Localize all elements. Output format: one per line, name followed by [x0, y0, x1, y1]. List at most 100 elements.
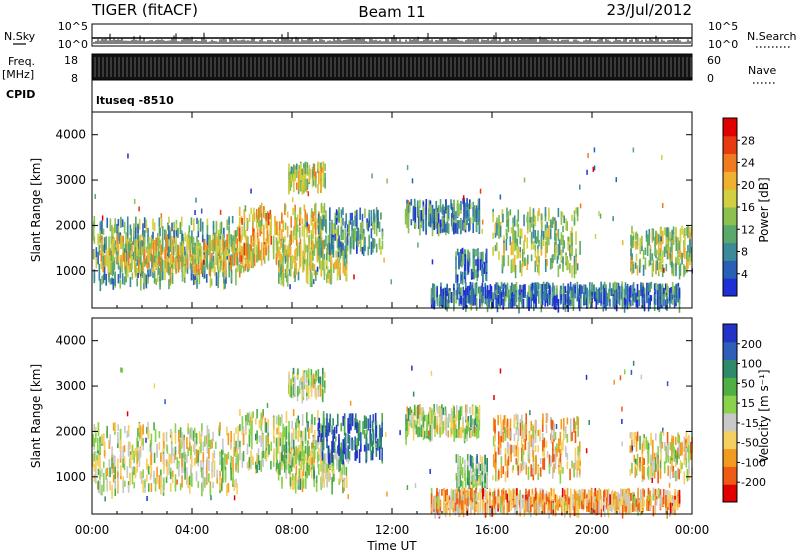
echo-mark [270, 441, 272, 452]
echo-mark [237, 248, 239, 254]
echo-mark [589, 289, 592, 299]
echo-mark [321, 478, 323, 488]
echo-mark [303, 246, 306, 260]
echo-mark [100, 256, 103, 268]
nave-label: Nave [748, 64, 776, 77]
echo-mark [334, 261, 336, 270]
echo-mark [442, 204, 444, 214]
echo-mark [212, 224, 215, 237]
echo-mark [614, 297, 616, 310]
echo-mark [288, 248, 291, 258]
echo-mark [289, 180, 292, 192]
echo-mark [339, 241, 342, 250]
echo-mark [486, 298, 489, 313]
echo-mark [131, 241, 134, 249]
echo-mark [371, 173, 373, 179]
echo-mark [679, 263, 682, 276]
echo-mark [160, 483, 162, 495]
echo-mark [523, 214, 525, 227]
echo-mark [686, 259, 688, 270]
echo-mark [157, 256, 160, 265]
echo-mark [302, 378, 305, 389]
echo-mark [362, 237, 365, 247]
echo-mark [134, 239, 137, 248]
echo-mark [476, 415, 478, 425]
echo-mark [181, 269, 184, 282]
echo-mark [321, 460, 323, 472]
echo-mark [530, 216, 533, 228]
echo-mark [344, 232, 347, 243]
echo-mark [592, 166, 595, 172]
echo-mark [502, 256, 504, 270]
echo-mark [228, 216, 230, 223]
echo-mark [148, 236, 150, 248]
echo-mark [342, 232, 344, 240]
echo-mark [330, 260, 333, 268]
echo-mark [426, 414, 428, 427]
echo-mark [121, 219, 124, 228]
echo-mark [263, 244, 266, 258]
echo-mark [474, 282, 477, 294]
echo-mark [675, 228, 677, 242]
echo-mark [216, 469, 219, 479]
echo-mark [344, 432, 347, 446]
echo-mark [466, 404, 468, 414]
echo-mark [323, 269, 326, 281]
echo-mark [344, 447, 347, 460]
echo-mark [295, 182, 298, 190]
echo-mark [598, 211, 600, 217]
echo-mark [93, 474, 96, 482]
echo-mark [430, 287, 433, 299]
echo-mark [345, 254, 348, 264]
echo-mark [252, 411, 254, 418]
echo-mark [191, 243, 194, 254]
echo-mark [568, 286, 571, 295]
echo-mark [377, 209, 379, 222]
echo-mark [206, 425, 209, 435]
echo-mark [456, 222, 459, 234]
echo-mark [180, 230, 183, 243]
echo-mark [228, 234, 230, 245]
echo-mark [306, 168, 309, 175]
echo-mark [656, 232, 659, 245]
echo-mark [341, 451, 343, 464]
echo-mark [240, 249, 243, 262]
echo-mark [278, 260, 280, 268]
echo-mark [361, 221, 364, 231]
echo-mark [206, 234, 209, 249]
echo-mark [514, 283, 517, 295]
echo-mark [447, 223, 450, 234]
echo-mark [320, 169, 322, 179]
echo-mark [147, 483, 150, 492]
echo-mark [618, 298, 621, 306]
echo-mark [167, 237, 169, 248]
echo-mark [127, 484, 130, 493]
echo-mark [535, 293, 537, 307]
echo-mark [317, 161, 319, 169]
echo-mark [93, 236, 96, 244]
echo-mark [285, 470, 288, 479]
echo-mark [322, 436, 325, 451]
echo-mark [687, 253, 689, 262]
echo-mark [105, 236, 108, 250]
echo-mark [659, 284, 662, 297]
echo-mark [295, 418, 298, 427]
echo-mark [93, 437, 96, 447]
echo-mark [235, 268, 237, 276]
echo-mark [323, 461, 326, 473]
echo-mark [492, 246, 494, 256]
echo-mark [286, 274, 289, 287]
echo-mark [463, 290, 466, 297]
echo-mark [248, 434, 251, 447]
echo-mark [268, 444, 270, 455]
echo-mark [343, 463, 345, 475]
echo-mark [336, 459, 338, 470]
echo-mark [173, 221, 175, 234]
echo-mark [645, 234, 648, 242]
echo-mark [417, 426, 419, 438]
echo-mark [509, 236, 512, 246]
echo-mark [134, 216, 137, 228]
echo-mark [684, 265, 686, 275]
echo-mark [281, 442, 283, 453]
echo-mark [275, 237, 278, 245]
